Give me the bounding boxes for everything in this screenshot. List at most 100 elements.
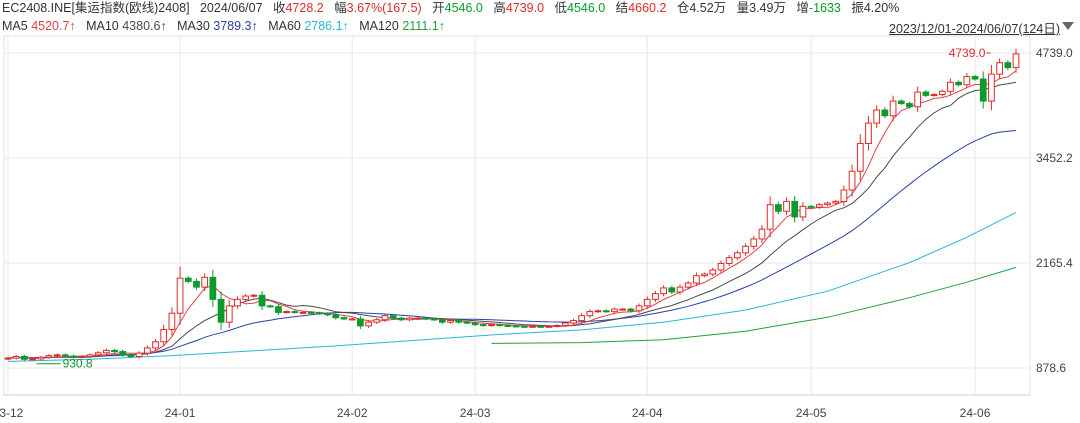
low-value: 4546.0: [567, 1, 606, 15]
quote-date: 2024/06/07: [199, 1, 263, 15]
candle-up: [578, 315, 586, 322]
change-value: 3.67%(167.5): [346, 1, 422, 15]
candle-up: [660, 287, 667, 295]
ma5-line: [7, 70, 1017, 359]
candle-up: [381, 315, 389, 321]
candle-down: [807, 205, 815, 208]
ma30-line: [7, 130, 1017, 359]
candle-down: [340, 317, 348, 320]
quote-header: EC2408.INE[集运指数(欧线)2408] 2024/06/07 收472…: [2, 0, 899, 16]
candle-up: [865, 122, 872, 144]
candle-up: [102, 349, 110, 354]
candle-down: [791, 200, 799, 218]
ma30-label: MA30: [177, 19, 210, 33]
candle-down: [455, 320, 463, 323]
candle-up: [365, 321, 372, 327]
candle-up: [783, 200, 790, 212]
candle-up: [693, 275, 700, 284]
ma60-label: MA60: [268, 19, 301, 33]
candle-up: [160, 329, 168, 343]
candle-down: [422, 317, 430, 320]
chart-grid: [3, 35, 1031, 396]
candle-up: [488, 324, 495, 327]
candle-up: [701, 273, 708, 277]
ma120-label: MA120: [359, 19, 399, 33]
candle-up: [225, 305, 233, 323]
candle-up: [635, 305, 643, 312]
candle-up: [168, 312, 176, 331]
x-tick-label: 24-02: [337, 406, 368, 420]
candle-up: [45, 355, 53, 358]
candle-up: [963, 76, 971, 86]
candle-down: [504, 324, 512, 327]
candle-down: [324, 313, 331, 316]
candle-down: [496, 324, 504, 327]
candles: [4, 48, 1020, 362]
candle-up: [709, 269, 717, 275]
candle-up: [447, 320, 454, 323]
ma10-label: MA10: [86, 19, 119, 33]
candle-up: [930, 94, 938, 97]
candle-up: [250, 294, 258, 297]
candle-up: [848, 170, 856, 191]
y-tick-label: 2165.4: [1036, 256, 1073, 270]
candle-up: [873, 109, 881, 124]
candle-up: [766, 204, 774, 230]
candle-down: [209, 276, 217, 300]
candle-up: [914, 91, 922, 108]
candle-up: [201, 276, 209, 288]
candle-down: [1004, 62, 1012, 69]
candle-down: [438, 319, 446, 323]
settle-value: 4660.2: [628, 1, 667, 15]
candle-up: [143, 347, 151, 354]
y-tick-label: 3452.2: [1036, 151, 1073, 165]
candle-up: [725, 257, 733, 264]
candle-down: [119, 351, 127, 356]
candle-up: [234, 298, 241, 307]
candle-down: [193, 280, 200, 288]
candle-down: [258, 294, 266, 307]
candle-up: [12, 355, 20, 359]
close-label: 收: [272, 1, 286, 15]
candle-down: [266, 305, 274, 308]
candle-up: [643, 298, 651, 307]
candle-up: [529, 325, 536, 328]
candle-up: [37, 356, 45, 360]
candle-up: [676, 286, 684, 293]
candle-up: [242, 295, 250, 300]
candle-up: [348, 318, 356, 321]
ma60-line: [7, 211, 1017, 362]
candle-down: [602, 310, 610, 313]
candle-down: [389, 315, 397, 319]
candle-up: [406, 317, 413, 321]
high-value: 4739.0: [505, 1, 545, 15]
candle-up: [594, 310, 602, 313]
candle-up: [750, 238, 758, 247]
high-label: 高: [493, 1, 506, 15]
candle-down: [971, 76, 979, 80]
ma5-label: MA5: [2, 19, 28, 33]
x-tick-label: 24-03: [460, 406, 491, 420]
oi-change-label: 增: [796, 1, 809, 15]
candle-down: [897, 100, 905, 105]
candle-up: [53, 354, 61, 357]
candle-up: [824, 202, 831, 206]
candle-up: [611, 308, 618, 313]
close-value: 4728.2: [285, 1, 324, 15]
x-tick-label: 24-05: [796, 406, 827, 420]
candle-up: [561, 322, 569, 326]
dropdown-arrow-icon[interactable]: [1062, 22, 1074, 30]
candle-down: [512, 325, 520, 328]
candle-up: [799, 205, 807, 218]
candle-up: [299, 311, 307, 314]
candle-up: [152, 341, 159, 349]
candle-down: [307, 311, 315, 314]
date-range-selector[interactable]: 2023/12/01-2024/06/07(124日): [889, 22, 1060, 36]
chart-axes: 4739.0 3452.2 2165.4 878.6 23-12 24-01 24-02 24…: [0, 46, 1073, 420]
candle-down: [955, 81, 963, 86]
candle-down: [70, 355, 77, 358]
settle-label: 结: [615, 1, 629, 15]
candle-down: [275, 306, 282, 313]
candle-up: [94, 352, 102, 356]
candle-down: [979, 78, 987, 102]
